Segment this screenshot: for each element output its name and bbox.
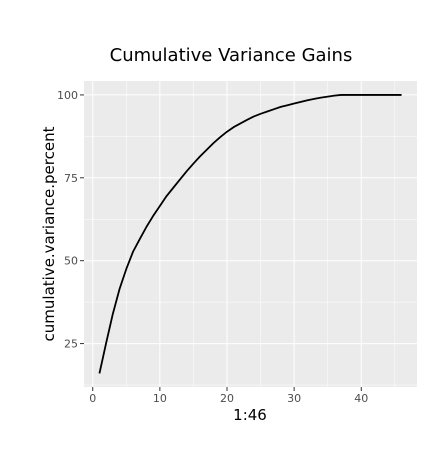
chart-title: Cumulative Variance Gains [110,45,353,66]
x-axis: 0 10 20 30 40 [89,387,368,405]
y-axis-title: cumulative.variance.percent [40,126,58,341]
x-tick-label: 20 [220,392,234,405]
plot-panel [84,81,417,387]
data-line-layer [98,94,402,374]
series-line [98,94,402,374]
x-axis-title: 1:46 [233,406,267,424]
x-tick-label: 10 [153,392,167,405]
y-axis: 25 50 75 100 [57,89,84,351]
x-tick-label: 0 [89,392,96,405]
y-tick-label: 50 [64,255,78,268]
y-tick-label: 100 [57,89,78,102]
x-tick-label: 30 [287,392,301,405]
x-tick-label: 40 [354,392,368,405]
y-tick-label: 75 [64,172,78,185]
y-tick-label: 25 [64,338,78,351]
